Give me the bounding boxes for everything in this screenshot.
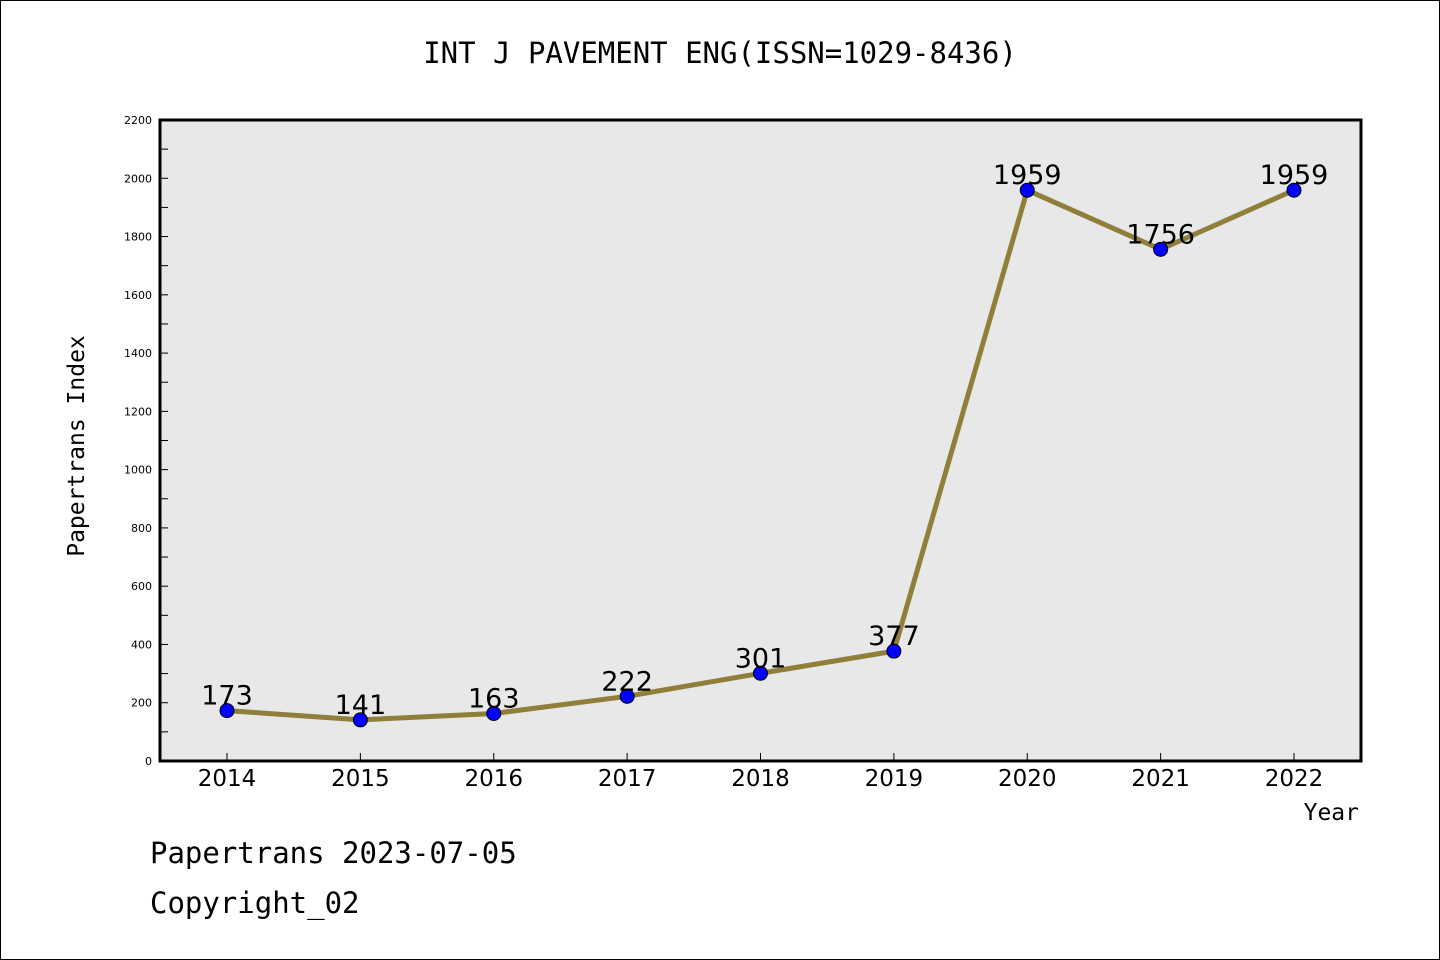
y-tick-label: 1400 [124,347,152,360]
series-markers [219,182,1302,728]
footer-copyright: Copyright_02 [150,886,360,920]
plot-border [158,118,1363,763]
y-tick-label: 0 [145,755,152,768]
data-label: 163 [468,684,520,715]
y-tick-label: 400 [131,638,152,651]
plot-area [160,120,1361,761]
data-point [1019,182,1035,198]
data-label: 1959 [993,160,1062,191]
x-tick-label: 2018 [731,766,790,792]
data-label: 1959 [1260,160,1329,191]
x-tick-label: 2014 [198,766,257,792]
data-point [886,643,902,659]
y-tick-label: 1800 [124,231,152,244]
y-tick-label: 1600 [124,289,152,302]
x-axis: 2014 2015 2016 2017 2018 2019 2020 2021 2022 [198,753,1324,792]
x-tick-label: 2021 [1131,766,1190,792]
x-tick-label: 2020 [998,766,1057,792]
data-point [753,665,768,681]
data-labels: 173 141 163 222 301 377 1959 1756 1959 [201,160,1328,721]
data-point [1286,182,1302,198]
chart-title: INT J PAVEMENT ENG(ISSN=1029-8436) [423,36,1017,70]
y-tick-label: 1000 [124,464,152,477]
y-tick-label: 2000 [124,172,152,185]
data-label: 1756 [1126,219,1195,250]
data-point [1153,241,1169,257]
x-axis-label: Year [1304,800,1359,826]
x-tick-label: 2016 [464,766,523,792]
y-tick-label: 600 [131,580,152,593]
data-point [219,703,235,719]
x-tick-label: 2022 [1265,766,1324,792]
x-tick-label: 2017 [598,766,657,792]
footer-date: Papertrans 2023-07-05 [150,836,517,870]
data-label: 173 [201,681,253,712]
y-axis-label: Papertrans Index [64,335,90,557]
data-point [352,712,368,728]
data-point [486,706,502,722]
data-label: 141 [335,690,387,721]
data-label: 222 [601,666,653,697]
y-tick-label: 2200 [124,114,152,127]
x-tick-label: 2015 [331,766,390,792]
data-point [619,688,635,704]
y-tick-label: 200 [131,697,152,710]
x-tick-label: 2019 [865,766,924,792]
y-tick-label: 1200 [124,405,152,418]
data-label: 301 [735,643,787,674]
data-label: 377 [868,621,920,652]
y-tick-label: 800 [131,522,152,535]
